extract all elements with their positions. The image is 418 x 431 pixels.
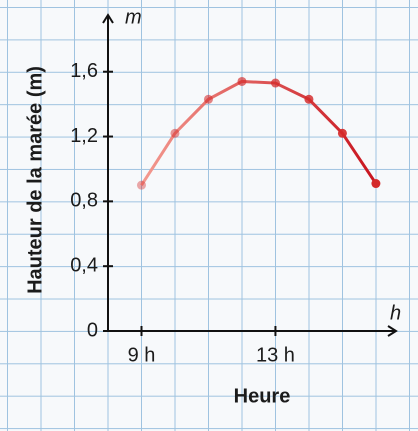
x-axis-label: Heure	[234, 385, 291, 407]
x-tick-label: 9 h	[128, 344, 156, 366]
x-tick-label: 13 h	[256, 344, 295, 366]
point	[304, 95, 313, 104]
point	[237, 77, 246, 86]
x-unit: h	[390, 302, 401, 324]
chart: Hauteur de la marée (m) Heure m h 0 0,4 0,…	[0, 0, 418, 431]
point	[271, 79, 280, 88]
point	[170, 129, 179, 138]
y-unit: m	[125, 6, 142, 28]
y-tick-label: 0,4	[70, 254, 98, 276]
y-tick-label: 1,2	[70, 125, 98, 147]
point	[371, 179, 380, 188]
y-tick-label: 0,8	[70, 190, 98, 212]
y-tick-label: 0	[87, 319, 98, 341]
point	[137, 181, 146, 190]
y-axis-label: Hauteur de la marée (m)	[24, 66, 46, 294]
point	[204, 95, 213, 104]
y-tick-label: 1,6	[70, 60, 98, 82]
point	[338, 129, 347, 138]
